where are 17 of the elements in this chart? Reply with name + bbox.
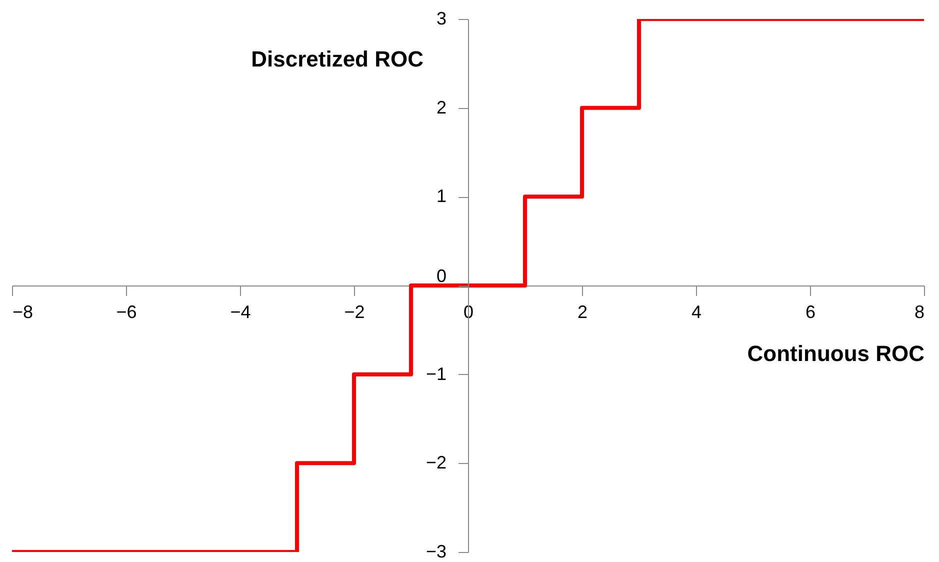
x-tick-label: −2	[344, 302, 365, 322]
x-axis-title: Continuous ROC	[747, 341, 925, 366]
y-axis-title: Discretized ROC	[251, 46, 424, 72]
y-tick-label: −1	[426, 364, 446, 384]
y-tick-label: −3	[426, 542, 446, 562]
x-tick-label: −6	[116, 302, 137, 322]
y-tick-label: 1	[436, 186, 446, 206]
x-tick-label: 6	[805, 302, 816, 322]
y-tick-label: −2	[426, 452, 446, 473]
y-tick-label: 0	[436, 266, 446, 286]
x-tick-label: 4	[691, 302, 702, 322]
x-tick-label: −4	[230, 302, 251, 322]
y-tick-label: 3	[436, 8, 446, 28]
x-tick-label: −8	[12, 302, 34, 322]
x-tick-label: 8	[914, 302, 924, 322]
x-tick-label: 2	[577, 302, 588, 322]
y-tick-label: 2	[436, 97, 446, 118]
